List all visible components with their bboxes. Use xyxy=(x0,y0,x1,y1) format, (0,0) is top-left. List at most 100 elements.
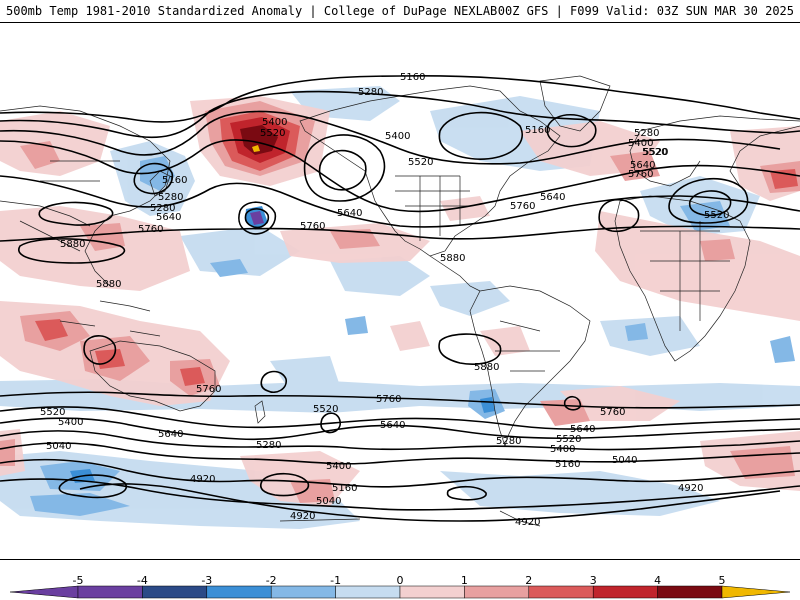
contour-line xyxy=(0,225,800,242)
contour-label: 5640 xyxy=(630,160,655,171)
contour-label: 5520 xyxy=(408,157,433,168)
contour-label: 5520 xyxy=(704,210,729,221)
contour-line xyxy=(0,391,800,409)
colorbar-segment xyxy=(77,585,143,599)
contour-line xyxy=(260,370,287,394)
contour-label: 5760 xyxy=(196,384,221,395)
contour-line xyxy=(58,474,128,499)
contour-label: 5280 xyxy=(634,128,659,139)
contour-labels: 5160 5280 5400 5520 5160 5280 5400 5520 … xyxy=(40,72,729,528)
contour-label: 5760 xyxy=(138,224,163,235)
contour-label: 5520 xyxy=(40,407,65,418)
contour-label: 5640 xyxy=(158,429,183,440)
contour-label: 5280 xyxy=(496,436,521,447)
colorbar-high-end xyxy=(721,585,791,599)
contour-label: 5160 xyxy=(162,175,187,186)
contour-line xyxy=(244,208,270,229)
contour-label: 5520 xyxy=(556,434,581,445)
contour-line xyxy=(0,430,800,451)
colorbar-segment xyxy=(592,585,658,599)
contour-line xyxy=(259,472,310,497)
contour-label: 5280 xyxy=(150,203,175,214)
contour-line xyxy=(598,198,640,233)
contour-label: 5520 xyxy=(643,147,668,158)
contour-line xyxy=(17,238,126,264)
contour-label: 5640 xyxy=(337,208,362,219)
contour-label: 5520 xyxy=(642,147,667,158)
map-title: 500mb Temp 1981-2010 Standardized Anomal… xyxy=(6,4,498,18)
contour-label: 5280 xyxy=(158,192,183,203)
contour-label: 5400 xyxy=(628,138,653,149)
colorbar-segment xyxy=(142,585,208,599)
contour-label: 5160 xyxy=(400,72,425,83)
contour-label: 5760 xyxy=(376,394,401,405)
colorbar-tick-label: -3 xyxy=(201,574,213,587)
contour-line xyxy=(0,442,800,465)
contour-line xyxy=(438,111,523,160)
contour-label: 5280 xyxy=(358,87,383,98)
contour-label: 5640 xyxy=(570,424,595,435)
contour-line xyxy=(79,483,781,522)
contour-label: 5040 xyxy=(612,455,637,466)
colorbar-segment xyxy=(464,585,530,599)
contour-label: 5040 xyxy=(46,441,71,452)
contour-label: 5640 xyxy=(380,420,405,431)
colorbar-tick-label: 3 xyxy=(589,574,597,587)
contour-line xyxy=(546,114,597,148)
contour-line xyxy=(438,333,502,365)
anomaly-minus5-core xyxy=(250,211,264,225)
colorbar-segment xyxy=(206,585,272,599)
map-panel: 5160 5280 5400 5520 5160 5280 5400 5520 … xyxy=(0,22,800,560)
contour-line xyxy=(446,485,487,501)
contour-line xyxy=(303,134,386,202)
model-run-info: 00Z GFS | F099 Valid: 03Z SUN MAR 30 202… xyxy=(497,4,794,18)
contour-line xyxy=(0,406,800,430)
contour-label: 5400 xyxy=(550,444,575,455)
contour-line xyxy=(320,412,341,434)
colorbar-segment xyxy=(657,585,723,599)
colorbar-tick-label: 5 xyxy=(718,574,726,587)
contour-line xyxy=(318,149,367,191)
contour-label: 5640 xyxy=(156,212,181,223)
colorbar-tick-label: -4 xyxy=(136,574,148,587)
contour-line xyxy=(38,201,114,226)
contour-label: 5400 xyxy=(326,461,351,472)
contour-label: 5160 xyxy=(525,125,550,136)
colorbar-segment xyxy=(399,585,465,599)
contour-label: 5880 xyxy=(96,279,121,290)
colorbar-tick-label: 4 xyxy=(654,574,662,587)
contour-line xyxy=(688,190,732,217)
contour-label: 5760 xyxy=(300,221,325,232)
contour-line xyxy=(0,75,800,123)
contour-label: 5040 xyxy=(316,496,341,507)
colorbar-segments xyxy=(9,585,791,599)
contour-line xyxy=(668,177,749,224)
colorbar-tick-label: -5 xyxy=(72,574,84,587)
colorbar-tick-label: -1 xyxy=(330,574,342,587)
colorbar-tick-label: -2 xyxy=(265,574,277,587)
contour-label: 5760 xyxy=(600,407,625,418)
colorbar-segment xyxy=(335,585,401,599)
anomaly-plus5-core xyxy=(240,125,278,155)
contour-label: 5640 xyxy=(540,192,565,203)
contour-line xyxy=(0,110,781,165)
contour-label: 5400 xyxy=(262,117,287,128)
colorbar-tick-label: 0 xyxy=(396,574,404,587)
contour-label: 4920 xyxy=(515,517,540,528)
colorbar-tick-label: 1 xyxy=(460,574,468,587)
contour-label: 4920 xyxy=(190,474,215,485)
anomaly-extreme-core xyxy=(252,145,260,152)
contour-label: 5160 xyxy=(332,483,357,494)
colorbar-tick-label: 2 xyxy=(525,574,533,587)
height-contours xyxy=(0,75,800,522)
contour-line xyxy=(0,458,800,488)
contour-label: 5880 xyxy=(440,253,465,264)
contour-label: 5400 xyxy=(58,417,83,428)
contour-label: 5160 xyxy=(555,459,580,470)
colorbar-segment xyxy=(270,585,336,599)
contour-line xyxy=(133,162,174,195)
contour-line xyxy=(563,395,582,411)
colorbar-low-end xyxy=(9,585,79,599)
contour-label: 5880 xyxy=(474,362,499,373)
contour-label: 5520 xyxy=(313,404,338,415)
